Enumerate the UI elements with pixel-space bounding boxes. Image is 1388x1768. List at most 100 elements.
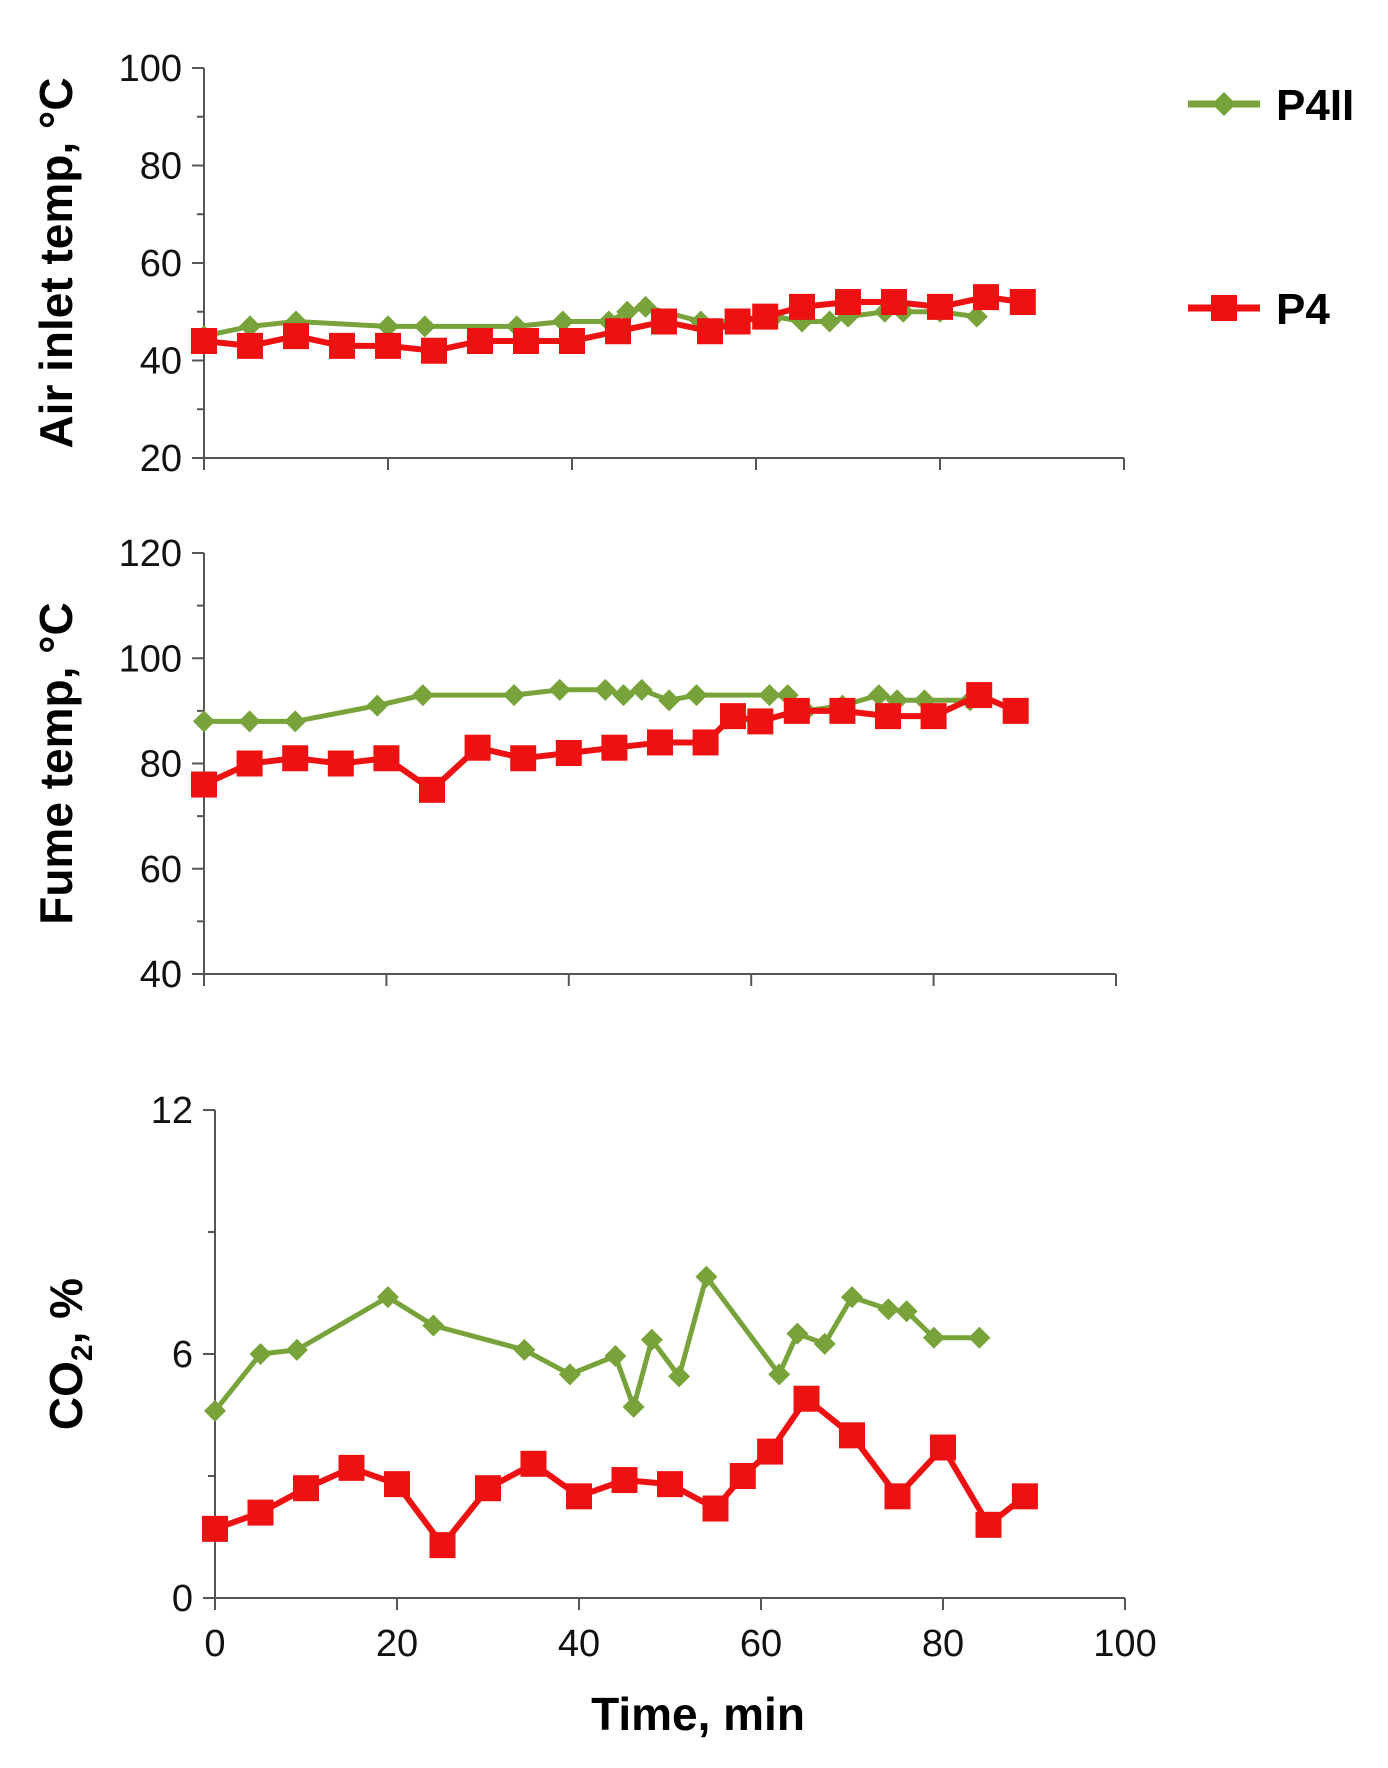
- data-point-square: [202, 1515, 228, 1542]
- data-point-square: [702, 1495, 729, 1522]
- series-line-p4ii: [213, 1274, 980, 1413]
- data-point-square: [247, 1499, 274, 1526]
- data-point-diamond: [422, 1314, 445, 1337]
- data-point-diamond: [503, 684, 526, 707]
- x-tick-label: 20: [376, 1623, 418, 1665]
- data-point-diamond: [249, 1343, 272, 1365]
- data-point-diamond: [668, 1365, 691, 1388]
- y-tick-label: 6: [172, 1334, 193, 1376]
- data-point-diamond: [612, 684, 635, 707]
- data-point-diamond: [366, 694, 389, 717]
- data-point-square: [729, 1463, 756, 1489]
- data-point-diamond: [768, 1363, 791, 1386]
- data-point-square: [293, 1475, 319, 1502]
- data-point-square: [191, 771, 217, 798]
- data-point-square: [757, 1438, 784, 1465]
- data-point-diamond: [551, 310, 574, 333]
- series-p4: [191, 682, 1029, 803]
- legend: P4II P4: [1188, 81, 1354, 334]
- data-point-square: [927, 293, 953, 320]
- series-p4ii: [193, 678, 982, 733]
- data-point-square: [966, 682, 993, 709]
- x-axis-title: Time, min: [591, 1688, 805, 1740]
- data-point-diamond: [877, 1298, 900, 1321]
- y-tick-label: 20: [140, 438, 182, 480]
- data-point-square: [719, 703, 746, 730]
- data-point-diamond: [376, 1286, 399, 1309]
- data-point-square: [605, 318, 631, 345]
- data-point-square: [1011, 1483, 1038, 1510]
- chart-panel-1: 20 40 60 80 100 Air inlet temp, °C: [30, 48, 1125, 480]
- data-point-square: [973, 284, 999, 311]
- data-point-diamond: [841, 1286, 863, 1309]
- chart-panel-3: 0 6 12 0 20 40 60 80 100 CO2, %: [40, 1090, 1157, 1665]
- data-point-diamond: [413, 315, 436, 338]
- data-point-square: [283, 323, 309, 350]
- data-point-diamond: [922, 1326, 945, 1349]
- data-point-diamond: [204, 1399, 226, 1422]
- x-tick-label: 80: [922, 1623, 964, 1665]
- x-tick-label: 40: [558, 1623, 600, 1665]
- data-point-square: [697, 318, 723, 345]
- data-point-square: [329, 332, 355, 359]
- data-point-square: [429, 1532, 456, 1559]
- data-point-square: [930, 1434, 956, 1461]
- data-point-diamond: [968, 1326, 991, 1349]
- data-point-square: [384, 1471, 410, 1498]
- data-point-diamond: [867, 684, 890, 707]
- y-tick-label: 120: [119, 533, 182, 575]
- y-tick-label: 80: [140, 744, 182, 786]
- data-point-square: [1002, 697, 1029, 724]
- y-tick-label: 12: [151, 1090, 193, 1132]
- y-tick-label: 60: [140, 849, 182, 891]
- y-axis-title: Air inlet temp, °C: [30, 77, 82, 448]
- data-point-square: [651, 308, 677, 335]
- data-point-square: [566, 1483, 592, 1510]
- data-point-diamond: [622, 1395, 645, 1418]
- data-point-diamond: [377, 315, 399, 338]
- y-tick-label: 40: [140, 341, 182, 383]
- data-point-square: [875, 703, 901, 730]
- data-point-square: [559, 328, 585, 354]
- data-point-square: [510, 745, 537, 772]
- x-tick-label: 60: [740, 1623, 782, 1665]
- data-point-square: [464, 734, 491, 761]
- x-tick-label: 0: [204, 1623, 225, 1665]
- y-axis-title: CO2, %: [40, 1278, 99, 1430]
- data-point-diamond: [411, 684, 434, 707]
- data-point-diamond: [758, 684, 781, 707]
- y-axis-title: Fume temp, °C: [30, 602, 82, 925]
- y-tick-label: 100: [119, 48, 182, 90]
- data-point-square: [419, 776, 445, 803]
- data-point-diamond: [813, 1332, 836, 1355]
- data-point-square: [920, 703, 947, 730]
- data-point-square: [975, 1511, 1002, 1538]
- y-tick-label: 100: [119, 638, 182, 680]
- data-point-diamond: [685, 684, 708, 707]
- legend-label: P4: [1276, 285, 1330, 334]
- data-point-square: [789, 293, 815, 320]
- y-tick-label: 0: [172, 1578, 193, 1620]
- data-point-diamond: [658, 689, 681, 712]
- data-point-square: [421, 337, 447, 364]
- data-point-diamond: [558, 1363, 581, 1386]
- data-point-square: [282, 745, 309, 772]
- data-point-square: [793, 1385, 820, 1412]
- data-point-square: [467, 328, 493, 354]
- data-point-diamond: [238, 710, 261, 733]
- data-point-diamond: [786, 1322, 809, 1345]
- data-point-square: [191, 328, 217, 354]
- legend-marker-square: [1211, 295, 1237, 321]
- data-point-square: [611, 1467, 638, 1494]
- data-point-square: [835, 289, 861, 315]
- data-point-diamond: [818, 310, 841, 333]
- data-point-square: [839, 1422, 865, 1449]
- data-point-square: [884, 1483, 911, 1510]
- series-p4: [202, 1385, 1038, 1559]
- y-tick-label: 40: [140, 954, 182, 996]
- data-point-square: [520, 1450, 547, 1477]
- data-point-diamond: [239, 315, 261, 338]
- data-point-square: [747, 708, 774, 735]
